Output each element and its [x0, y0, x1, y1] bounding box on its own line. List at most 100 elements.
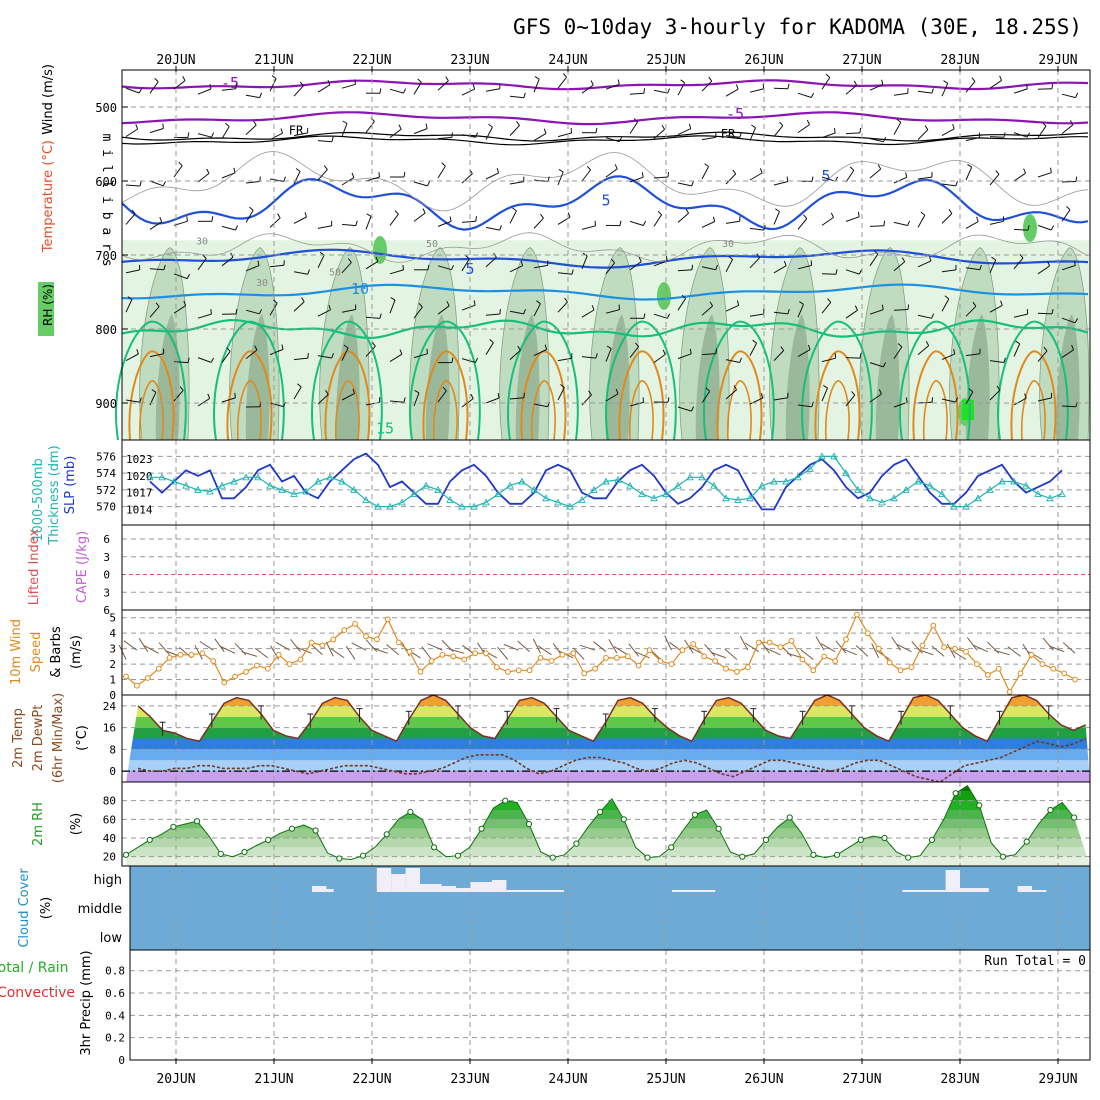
- wind-barb: [149, 353, 164, 358]
- wind-barb: [557, 272, 572, 275]
- wind-barb: [365, 316, 380, 319]
- wind-barb: [1013, 228, 1029, 231]
- cloud-level-label: high: [94, 873, 122, 888]
- wind-barb: [941, 83, 949, 97]
- wind-barb-flag: [451, 264, 455, 270]
- wind-barb: [293, 171, 301, 185]
- rh-shading-dark: [245, 314, 270, 440]
- thickness-marker: [530, 485, 538, 493]
- wind-barb: [797, 92, 812, 98]
- wind-barb: [1037, 125, 1047, 138]
- wind-speed-marker: [810, 667, 817, 674]
- contour-label: 30: [722, 239, 734, 250]
- wind-barb-flag: [403, 397, 406, 403]
- wind-barb: [1061, 93, 1076, 99]
- lifted-index-tick-label: 3: [103, 551, 110, 564]
- wind-barb: [701, 391, 711, 404]
- wind-barb: [1037, 350, 1048, 362]
- wind-barb: [773, 211, 780, 225]
- wind-barb-flag: [708, 76, 713, 82]
- rh-marker: [976, 802, 983, 809]
- wind-speed-marker: [821, 653, 828, 660]
- wind-barb-flag: [257, 260, 260, 266]
- wind-barb: [125, 299, 133, 313]
- wind-barb-flag: [1026, 132, 1031, 138]
- wind-barb-flag: [662, 349, 666, 355]
- wind-tick-label: 5: [109, 612, 116, 625]
- thickness-marker: [578, 495, 586, 503]
- rh-band: [126, 819, 1090, 829]
- surface-wind-barb: [972, 644, 989, 653]
- thickness-marker: [434, 485, 442, 493]
- wind-speed-marker: [875, 645, 882, 652]
- thickness-marker: [410, 490, 418, 498]
- wind-barb: [845, 269, 860, 275]
- date-label-bottom: 29JUN: [1038, 1072, 1077, 1087]
- wind-barb: [725, 304, 739, 312]
- wind-barb: [293, 132, 308, 137]
- rh-marker: [668, 844, 675, 851]
- wind-barb-flag: [667, 171, 669, 178]
- wind-barb-flag: [685, 208, 690, 214]
- wind-barb-flag: [775, 208, 780, 212]
- wind-barb-flag: [496, 167, 500, 174]
- wind-barb-flag: [187, 357, 190, 363]
- wind-barb-flag: [523, 92, 526, 98]
- thickness-marker: [650, 494, 658, 502]
- thickness-side-label: 1000-500mb: [31, 458, 46, 542]
- rh-band: [126, 838, 1090, 848]
- thickness-marker: [302, 487, 310, 495]
- wind-barb: [389, 88, 404, 94]
- wind-barb-flag: [414, 389, 420, 394]
- wind-barb-flag: [704, 163, 709, 168]
- temperature-side-label: Temperature (°C): [41, 140, 56, 253]
- rh-side-label: 2m RH: [31, 802, 46, 846]
- surface-wind-barb: [765, 647, 781, 656]
- wind-barb: [341, 223, 356, 227]
- wind-barb-flag: [162, 123, 164, 129]
- date-label-top: 23JUN: [450, 53, 489, 68]
- wind-speed-marker: [461, 656, 468, 663]
- wind-speed-marker: [1006, 689, 1013, 695]
- wind-barb-flag: [1042, 122, 1047, 127]
- wind-barb: [197, 397, 210, 407]
- freezing-level-contour: [121, 135, 1089, 146]
- wind-barb-flag: [342, 120, 348, 124]
- wind-barb: [125, 353, 139, 362]
- wind-barb: [605, 83, 620, 90]
- cloud-level-label: middle: [78, 902, 122, 917]
- date-label-top: 25JUN: [646, 53, 685, 68]
- wind-barb-flag: [451, 132, 453, 138]
- rh-marker: [999, 853, 1007, 860]
- wind-barb-flag: [1024, 393, 1027, 399]
- surface-wind-barb: [664, 635, 672, 651]
- cape-side-label: CAPE (J/kg): [75, 531, 90, 603]
- temperature-contour-15: [703, 320, 775, 441]
- wind-barb: [725, 173, 737, 185]
- thickness-marker: [1022, 481, 1030, 489]
- wind-barb-flag: [944, 295, 950, 300]
- wind-barbs-side-label: & Barbs: [49, 626, 64, 678]
- wind-barb-flag: [402, 264, 404, 270]
- wind-speed-marker: [908, 664, 915, 671]
- wind-barb-flag: [823, 384, 828, 389]
- wind-tick-label: 1: [109, 674, 116, 687]
- wind-barb-flag: [183, 300, 187, 306]
- wind-speed-marker: [930, 622, 937, 629]
- wind-tick-label: 3: [109, 643, 116, 656]
- wind-barb-flag: [475, 357, 479, 363]
- wind-barb-flag: [972, 301, 977, 307]
- wind-barb-flag: [210, 357, 215, 363]
- wind-barb: [221, 225, 236, 231]
- wind-barb-flag: [379, 88, 382, 94]
- surface-wind-barb: [421, 646, 432, 660]
- wind-barb: [653, 313, 668, 319]
- wind-barb: [965, 166, 973, 181]
- wind-barb: [989, 304, 1003, 313]
- thickness-marker: [590, 485, 598, 493]
- wind-barb-flag: [299, 81, 304, 87]
- wind-barb: [821, 77, 831, 90]
- wind-speed-marker: [886, 659, 893, 666]
- wind-barb-flag: [343, 344, 349, 349]
